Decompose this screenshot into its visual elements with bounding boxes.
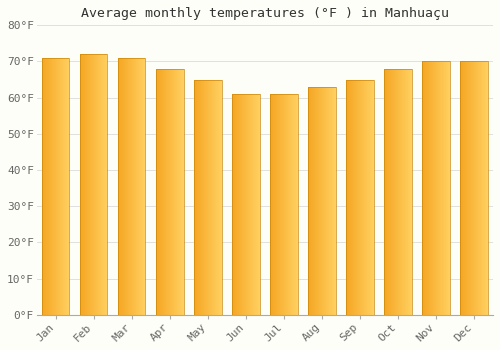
- Bar: [422, 62, 450, 315]
- Bar: [156, 69, 184, 315]
- Bar: [460, 62, 487, 315]
- Bar: [270, 94, 297, 315]
- Bar: [118, 58, 146, 315]
- Bar: [80, 54, 108, 315]
- Bar: [194, 79, 222, 315]
- Bar: [308, 87, 336, 315]
- Title: Average monthly temperatures (°F ) in Manhuaçu: Average monthly temperatures (°F ) in Ma…: [81, 7, 449, 20]
- Bar: [346, 79, 374, 315]
- Bar: [384, 69, 411, 315]
- Bar: [232, 94, 260, 315]
- Bar: [42, 58, 70, 315]
